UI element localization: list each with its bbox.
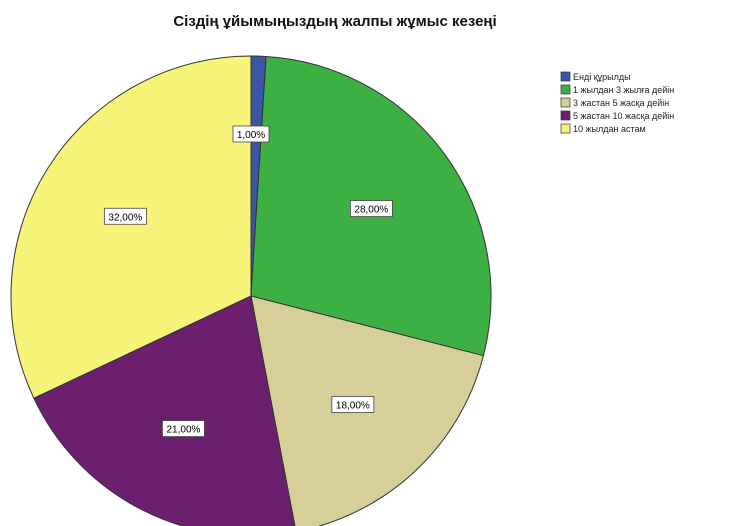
slice-label-box bbox=[103, 207, 147, 225]
slice-label-box bbox=[331, 396, 375, 413]
legend-item: 3 жастан 5 жасқа дейін bbox=[560, 97, 669, 108]
slice-value-label: 18,00% bbox=[336, 400, 370, 411]
slice-value-label: 1,00% bbox=[237, 130, 265, 141]
legend-item: Енді құрылды bbox=[560, 71, 631, 82]
slice-data-label: 32,00% bbox=[103, 207, 147, 225]
slice-label-box bbox=[232, 125, 270, 143]
chart-legend: Енді құрылды 1 жылдан 3 жылға дейін 3 жаст… bbox=[560, 71, 674, 134]
legend-label: Енді құрылды bbox=[573, 72, 631, 82]
slice-data-label: 18,00% bbox=[331, 396, 375, 413]
pie-slice bbox=[33, 295, 296, 526]
legend-label: 10 жылдан астам bbox=[573, 124, 646, 134]
slice-label-box bbox=[162, 420, 205, 437]
legend-swatch bbox=[560, 71, 571, 82]
legend-label: 5 жастан 10 жасқа дейін bbox=[573, 111, 674, 121]
legend-item: 1 жылдан 3 жылға дейін bbox=[560, 84, 674, 95]
chart-title: Сіздің ұйымыңыздың жалпы жұмыс кезеңі bbox=[173, 13, 496, 30]
legend-item: 5 жастан 10 жасқа дейін bbox=[560, 110, 674, 121]
legend-swatch bbox=[560, 110, 571, 121]
legend-label: 1 жылдан 3 жылға дейін bbox=[573, 85, 674, 95]
slice-data-label: 28,00% bbox=[349, 200, 393, 217]
legend-swatch bbox=[560, 84, 571, 95]
slice-data-label: 1,00% bbox=[232, 125, 270, 143]
slice-value-label: 28,00% bbox=[354, 205, 388, 216]
pie-slice-labels: 1,00% 28,00% 18,00% 21,00% 32,00% bbox=[103, 125, 393, 437]
slice-label-box bbox=[349, 200, 393, 217]
slice-value-label: 21,00% bbox=[166, 425, 200, 436]
slice-data-label: 21,00% bbox=[162, 420, 205, 437]
legend-label: 3 жастан 5 жасқа дейін bbox=[573, 98, 669, 108]
legend-item: 10 жылдан астам bbox=[560, 123, 646, 134]
legend-swatch bbox=[560, 97, 571, 108]
pie-slice bbox=[10, 55, 252, 399]
slice-value-label: 32,00% bbox=[108, 212, 142, 223]
legend-swatch bbox=[560, 123, 571, 134]
